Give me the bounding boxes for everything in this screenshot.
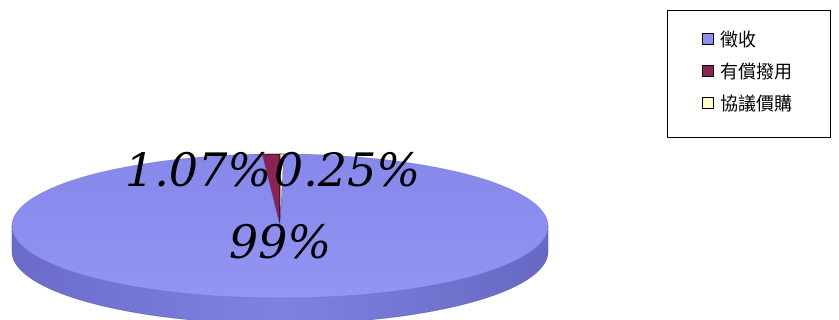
chart-legend: 徵收 有償撥用 協議價購: [667, 10, 831, 138]
legend-item-youchang-boyong: 有償撥用: [702, 55, 830, 87]
legend-item-zhengshou: 徵收: [702, 23, 830, 55]
legend-item-xieyi-jiagou: 協議價購: [702, 87, 830, 119]
legend-swatch: [702, 65, 714, 77]
data-label-youchang-boyong: 1.07%: [125, 143, 271, 197]
legend-label: 徵收: [720, 30, 756, 51]
legend-swatch: [702, 97, 714, 109]
legend-label: 協議價購: [720, 94, 792, 115]
data-label-zhengshou: 99%: [229, 215, 331, 269]
pie-slice-zhengshou: [11, 153, 549, 299]
data-label-xieyi-jiagou: 0.25%: [274, 143, 420, 197]
legend-label: 有償撥用: [720, 62, 792, 83]
legend-swatch: [702, 33, 714, 45]
